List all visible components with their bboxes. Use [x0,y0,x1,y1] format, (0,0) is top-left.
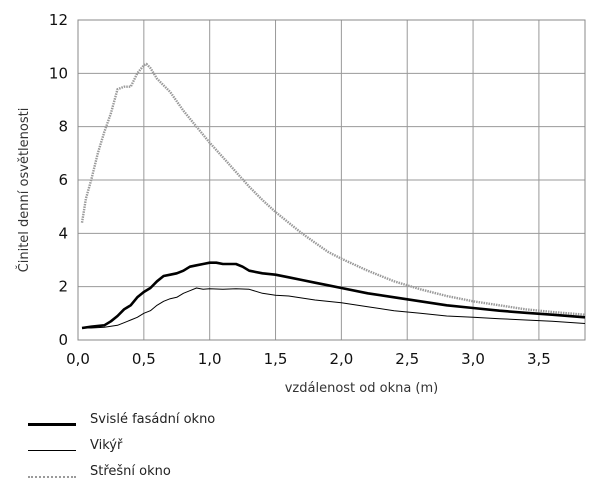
grid [77,19,585,341]
y-tick-label: 8 [58,118,68,136]
x-tick-label: 3,5 [527,350,551,368]
x-tick-label: 3,0 [461,350,485,368]
legend-label-stresni: Střešní okno [90,464,171,479]
legend-item-svisle: Svislé fasádní okno [28,412,348,434]
x-tick-labels: 0,0 0,5 1,0 1,5 2,0 2,5 3,0 3,5 [66,350,551,368]
y-tick-label: 12 [49,11,68,29]
x-tick-label: 1,5 [264,350,288,368]
x-tick-label: 1,0 [198,350,222,368]
legend-item-vikyr: Vikýř [28,438,348,460]
y-tick-label: 2 [58,278,68,296]
series-line-0 [81,261,586,330]
legend-line-svisle [28,423,76,426]
plot-border [77,19,586,341]
y-tick-label: 10 [49,64,68,82]
y-axis-label: Činitel denní osvětlenosti [16,108,32,273]
legend-line-vikyr [28,450,76,451]
legend-label-svisle: Svislé fasádní okno [90,412,216,427]
x-tick-label: 2,5 [395,350,419,368]
series-line-2 [80,62,586,316]
y-tick-labels: 0 2 4 6 8 10 12 [49,11,68,349]
x-tick-label: 2,0 [329,350,353,368]
legend-line-stresni [28,476,76,478]
x-tick-label: 0,0 [66,350,90,368]
series-group [80,62,586,330]
legend-label-vikyr: Vikýř [90,438,123,453]
series-line-1 [82,287,586,329]
x-tick-label: 0,5 [132,350,156,368]
y-tick-label: 6 [58,171,68,189]
y-tick-label: 4 [58,224,68,242]
legend-item-stresni: Střešní okno [28,464,348,486]
x-axis-label: vzdálenost od okna (m) [285,381,439,396]
y-tick-label: 0 [58,331,68,349]
